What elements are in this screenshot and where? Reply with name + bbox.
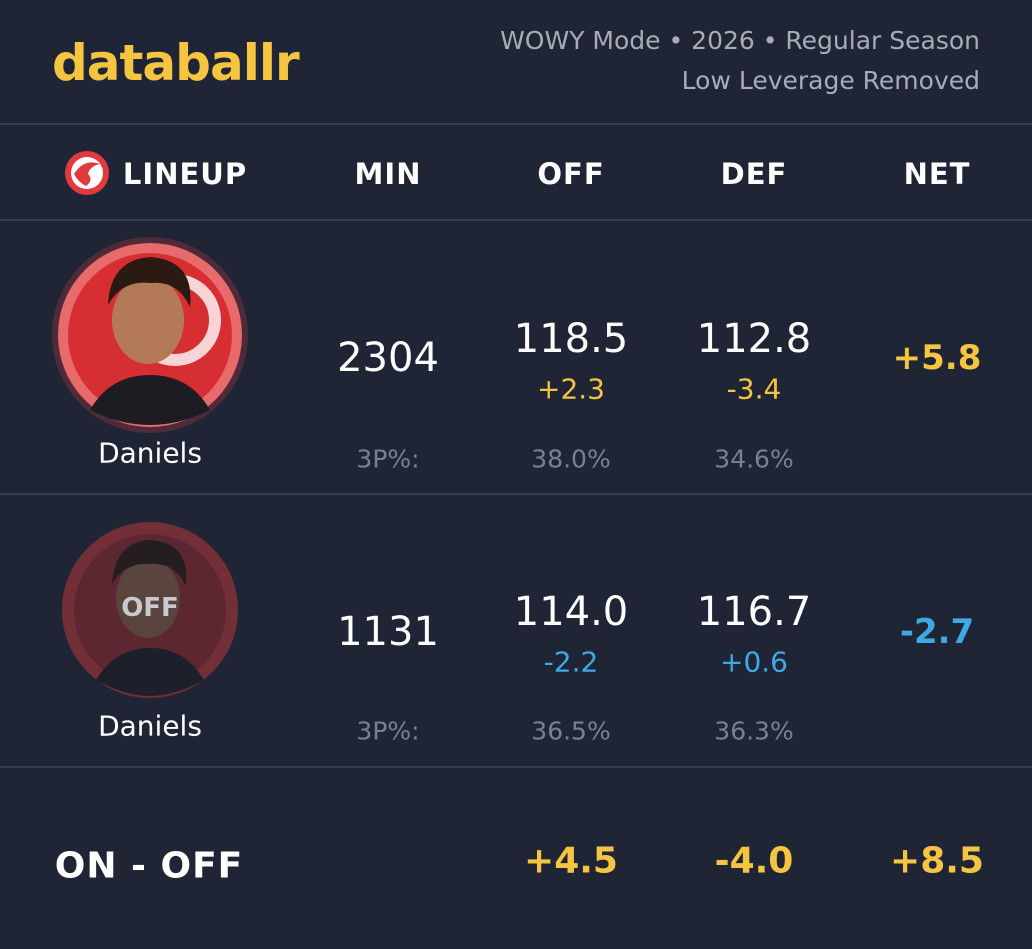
def-3p: 36.3% xyxy=(714,716,794,746)
def-rating: 116.7 xyxy=(696,589,812,635)
divider xyxy=(0,123,1032,125)
off-3p: 38.0% xyxy=(531,444,611,474)
footer-label: ON - OFF xyxy=(54,845,244,887)
def-diff-total: -4.0 xyxy=(714,840,794,882)
net-rating: -2.7 xyxy=(899,612,975,652)
shooting-label: 3P%: xyxy=(356,716,420,746)
off-diff: -2.2 xyxy=(543,645,599,679)
logo: databallr xyxy=(52,34,300,92)
team-logo xyxy=(65,151,109,195)
shooting-label: 3P%: xyxy=(356,444,420,474)
column-header: MIN xyxy=(354,157,422,191)
off-rating: 118.5 xyxy=(513,316,629,362)
def-diff: -3.4 xyxy=(726,372,782,406)
off-badge: OFF xyxy=(121,593,179,623)
divider xyxy=(0,219,1032,221)
net-diff-total: +8.5 xyxy=(890,840,984,882)
off-rating: 114.0 xyxy=(513,589,629,635)
player-avatar xyxy=(52,237,248,433)
minutes: 2304 xyxy=(337,335,439,381)
divider xyxy=(0,493,1032,495)
def-3p: 34.6% xyxy=(714,444,794,474)
off-diff-total: +4.5 xyxy=(524,840,618,882)
divider xyxy=(0,766,1032,768)
off-3p: 36.5% xyxy=(531,716,611,746)
net-rating: +5.8 xyxy=(892,338,982,378)
column-header: LINEUP xyxy=(122,157,248,191)
column-header: NET xyxy=(903,157,971,191)
minutes: 1131 xyxy=(337,609,439,655)
off-diff: +2.3 xyxy=(537,372,605,406)
column-header: OFF xyxy=(537,157,605,191)
def-diff: +0.6 xyxy=(720,645,788,679)
subtitle: Low Leverage Removed xyxy=(681,66,980,95)
player-avatar xyxy=(62,522,238,698)
column-header: DEF xyxy=(720,157,788,191)
subtitle: WOWY Mode • 2026 • Regular Season xyxy=(500,26,980,55)
def-rating: 112.8 xyxy=(696,316,812,362)
player-name: Daniels xyxy=(98,709,202,743)
player-name: Daniels xyxy=(98,436,202,470)
